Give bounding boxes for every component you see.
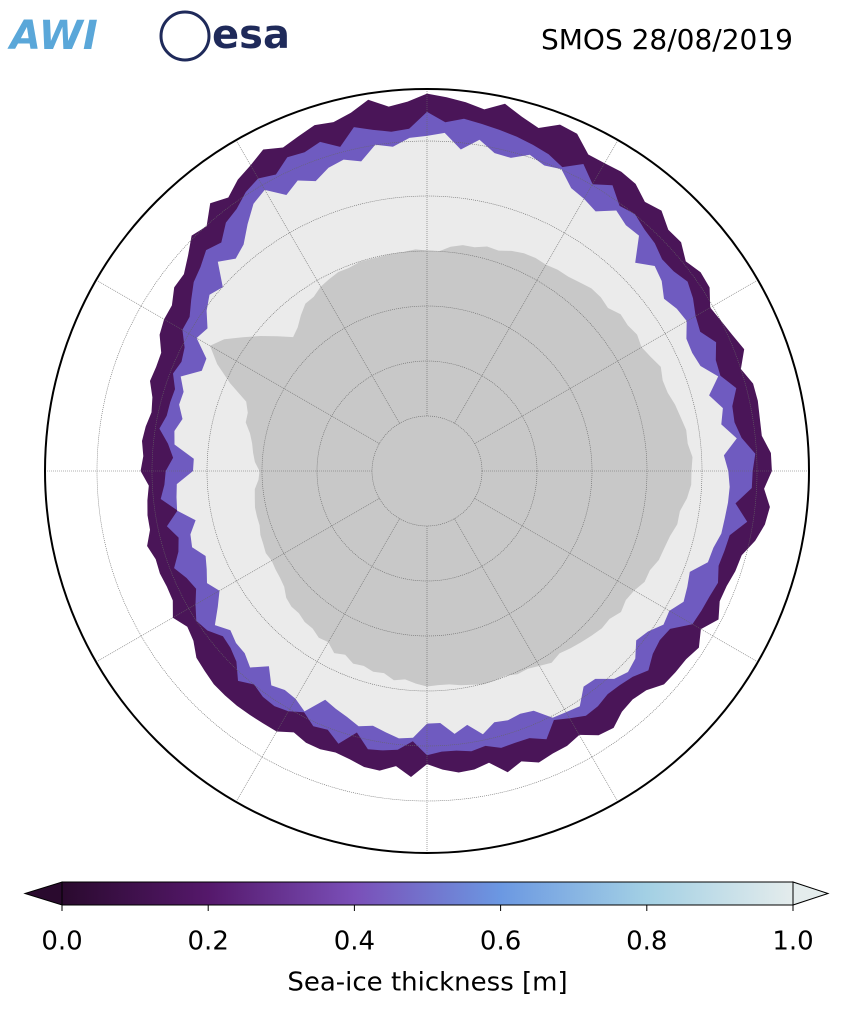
map-border (44, 88, 810, 854)
map-title: SMOS 28/08/2019 (541, 23, 793, 56)
colorbar-scale (61, 881, 794, 906)
tick-label: 0.4 (334, 927, 375, 957)
colorbar: 0.0 0.2 0.4 0.6 0.8 1.0 Sea-ice thickness [m] (23, 881, 830, 998)
extend-high (792, 881, 830, 906)
tick-label: 0.6 (480, 927, 521, 957)
tick-label: 0.8 (626, 927, 667, 957)
antarctica (210, 245, 693, 687)
map (45, 89, 809, 853)
tick-label: 0.2 (188, 927, 229, 957)
esa-logo-mark (159, 10, 211, 62)
tick-label: 0.0 (41, 927, 82, 957)
tick-label: 1.0 (772, 927, 813, 957)
esa-logo: esa (212, 12, 290, 58)
colorbar-label: Sea-ice thickness [m] (287, 968, 567, 998)
extend-low (23, 881, 63, 906)
awi-logo: AWI (7, 13, 98, 59)
